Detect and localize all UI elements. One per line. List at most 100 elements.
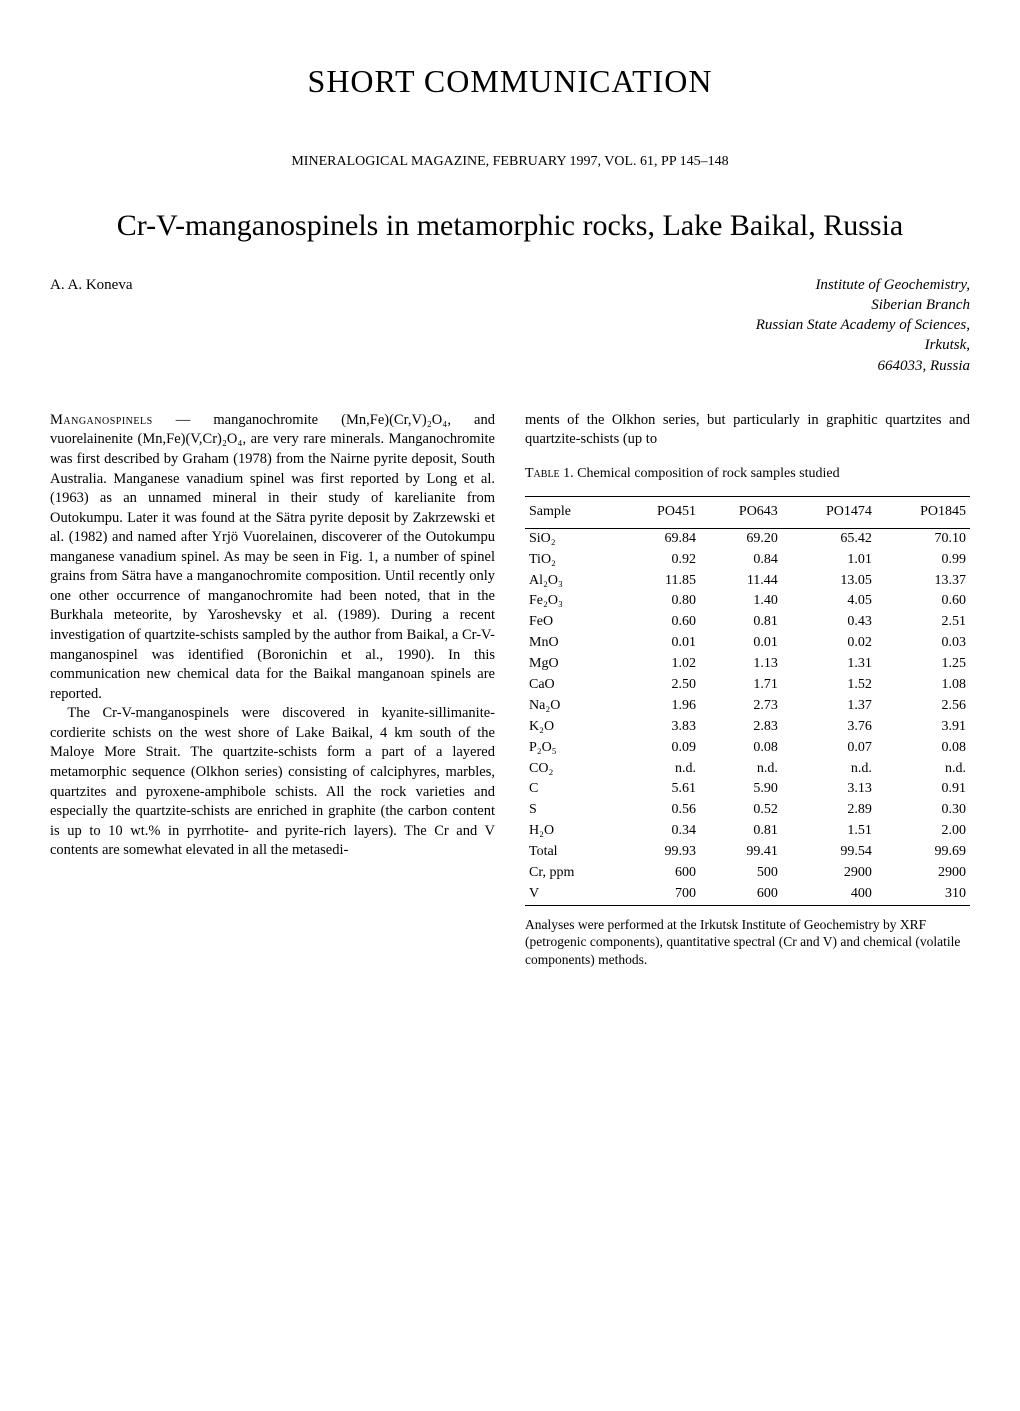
table-row: Fe₂O₃0.801.404.050.60: [525, 591, 970, 612]
table-cell: 1.51: [782, 821, 876, 842]
table-row: S0.560.522.890.30: [525, 800, 970, 821]
table-cell: 5.61: [618, 779, 700, 800]
table-cell: Fe₂O₃: [525, 591, 618, 612]
table-cell: 99.93: [618, 842, 700, 863]
table-cell: 500: [700, 863, 782, 884]
table-cell: 1.08: [876, 675, 970, 696]
affiliation-block: Institute of Geochemistry, Siberian Bran…: [756, 275, 970, 376]
table-row: Al₂O₃11.8511.4413.0513.37: [525, 571, 970, 592]
table-row: MgO1.021.131.311.25: [525, 654, 970, 675]
paragraph-text: ments of the Olkhon series, but particul…: [525, 411, 970, 450]
table-cell: 3.91: [876, 717, 970, 738]
table-header-cell: PO451: [618, 496, 700, 528]
table-header-cell: PO1845: [876, 496, 970, 528]
table-cell: 0.08: [700, 738, 782, 759]
section-header: SHORT COMMUNICATION: [50, 60, 970, 103]
table-cell: 0.01: [618, 633, 700, 654]
table-cell: P₂O₅: [525, 738, 618, 759]
table-row: K₂O3.832.833.763.91: [525, 717, 970, 738]
table-cell: 99.69: [876, 842, 970, 863]
table-cell: Cr, ppm: [525, 863, 618, 884]
table-cell: 2.83: [700, 717, 782, 738]
table-cell: n.d.: [700, 759, 782, 780]
affiliation-line: Russian State Academy of Sciences,: [756, 315, 970, 335]
table-cell: 2.56: [876, 696, 970, 717]
table-cell: 1.52: [782, 675, 876, 696]
table-row: CO₂n.d.n.d.n.d.n.d.: [525, 759, 970, 780]
table-row: C5.615.903.130.91: [525, 779, 970, 800]
table-cell: 1.01: [782, 550, 876, 571]
table-header-row: Sample PO451 PO643 PO1474 PO1845: [525, 496, 970, 528]
table-cell: C: [525, 779, 618, 800]
table-cell: n.d.: [876, 759, 970, 780]
table-cell: 4.05: [782, 591, 876, 612]
table-cell: 0.99: [876, 550, 970, 571]
table-cell: 1.31: [782, 654, 876, 675]
table-cell: TiO₂: [525, 550, 618, 571]
table-row: V700600400310: [525, 884, 970, 905]
table-cell: H₂O: [525, 821, 618, 842]
table-cell: K₂O: [525, 717, 618, 738]
left-column: Manganospinels — manganochromite (Mn,Fe)…: [50, 411, 495, 969]
affiliation-line: Siberian Branch: [756, 295, 970, 315]
table-cell: 0.07: [782, 738, 876, 759]
table-cell: 13.37: [876, 571, 970, 592]
table-cell: CaO: [525, 675, 618, 696]
table-cell: 600: [618, 863, 700, 884]
table-cell: Na₂O: [525, 696, 618, 717]
table-cell: 11.44: [700, 571, 782, 592]
affiliation-line: 664033, Russia: [756, 356, 970, 376]
table-cell: 2900: [782, 863, 876, 884]
table-cell: 0.60: [618, 612, 700, 633]
table-cell: 1.02: [618, 654, 700, 675]
table-cell: 0.01: [700, 633, 782, 654]
table-cell: 0.92: [618, 550, 700, 571]
table-header-cell: Sample: [525, 496, 618, 528]
table-cell: 0.80: [618, 591, 700, 612]
table-cell: 69.84: [618, 528, 700, 549]
table-cell: 0.60: [876, 591, 970, 612]
two-column-layout: Manganospinels — manganochromite (Mn,Fe)…: [50, 411, 970, 969]
table-row: Total99.9399.4199.5499.69: [525, 842, 970, 863]
lead-word: Manganospinels: [50, 412, 153, 428]
paragraph: The Cr-V-manganospinels were discovered …: [50, 704, 495, 861]
table-cell: S: [525, 800, 618, 821]
table-cell: 600: [700, 884, 782, 905]
table-cell: 0.02: [782, 633, 876, 654]
table-cell: 0.03: [876, 633, 970, 654]
right-column: ments of the Olkhon series, but particul…: [525, 411, 970, 969]
table-cell: 700: [618, 884, 700, 905]
table-footnote: Analyses were performed at the Irkutsk I…: [525, 916, 970, 969]
table-row: H₂O0.340.811.512.00: [525, 821, 970, 842]
table-cell: 3.76: [782, 717, 876, 738]
table-cell: 1.96: [618, 696, 700, 717]
table-cell: 0.91: [876, 779, 970, 800]
table-cell: 400: [782, 884, 876, 905]
composition-table: Sample PO451 PO643 PO1474 PO1845 SiO₂69.…: [525, 496, 970, 906]
table-cell: Al₂O₃: [525, 571, 618, 592]
table-cell: 70.10: [876, 528, 970, 549]
table-cell: FeO: [525, 612, 618, 633]
affiliation-line: Institute of Geochemistry,: [756, 275, 970, 295]
table-cell: 2.51: [876, 612, 970, 633]
table-cell: 3.13: [782, 779, 876, 800]
table-header-cell: PO643: [700, 496, 782, 528]
table-cell: 0.52: [700, 800, 782, 821]
table-cell: 0.84: [700, 550, 782, 571]
table-header-cell: PO1474: [782, 496, 876, 528]
table-cell: V: [525, 884, 618, 905]
paragraph-text: — manganochromite (Mn,Fe)(Cr,V)₂O₄, and …: [50, 412, 495, 702]
table-cell: 0.43: [782, 612, 876, 633]
table-cell: 2.00: [876, 821, 970, 842]
table-cell: 2.89: [782, 800, 876, 821]
table-row: Cr, ppm60050029002900: [525, 863, 970, 884]
table-cell: MgO: [525, 654, 618, 675]
table-cell: CO₂: [525, 759, 618, 780]
table-cell: 99.54: [782, 842, 876, 863]
table-row: SiO₂69.8469.2065.4270.10: [525, 528, 970, 549]
article-title: Cr-V-manganospinels in metamorphic rocks…: [50, 207, 970, 245]
table-cell: 11.85: [618, 571, 700, 592]
table-cell: 0.30: [876, 800, 970, 821]
table-cell: 310: [876, 884, 970, 905]
table-row: CaO2.501.711.521.08: [525, 675, 970, 696]
